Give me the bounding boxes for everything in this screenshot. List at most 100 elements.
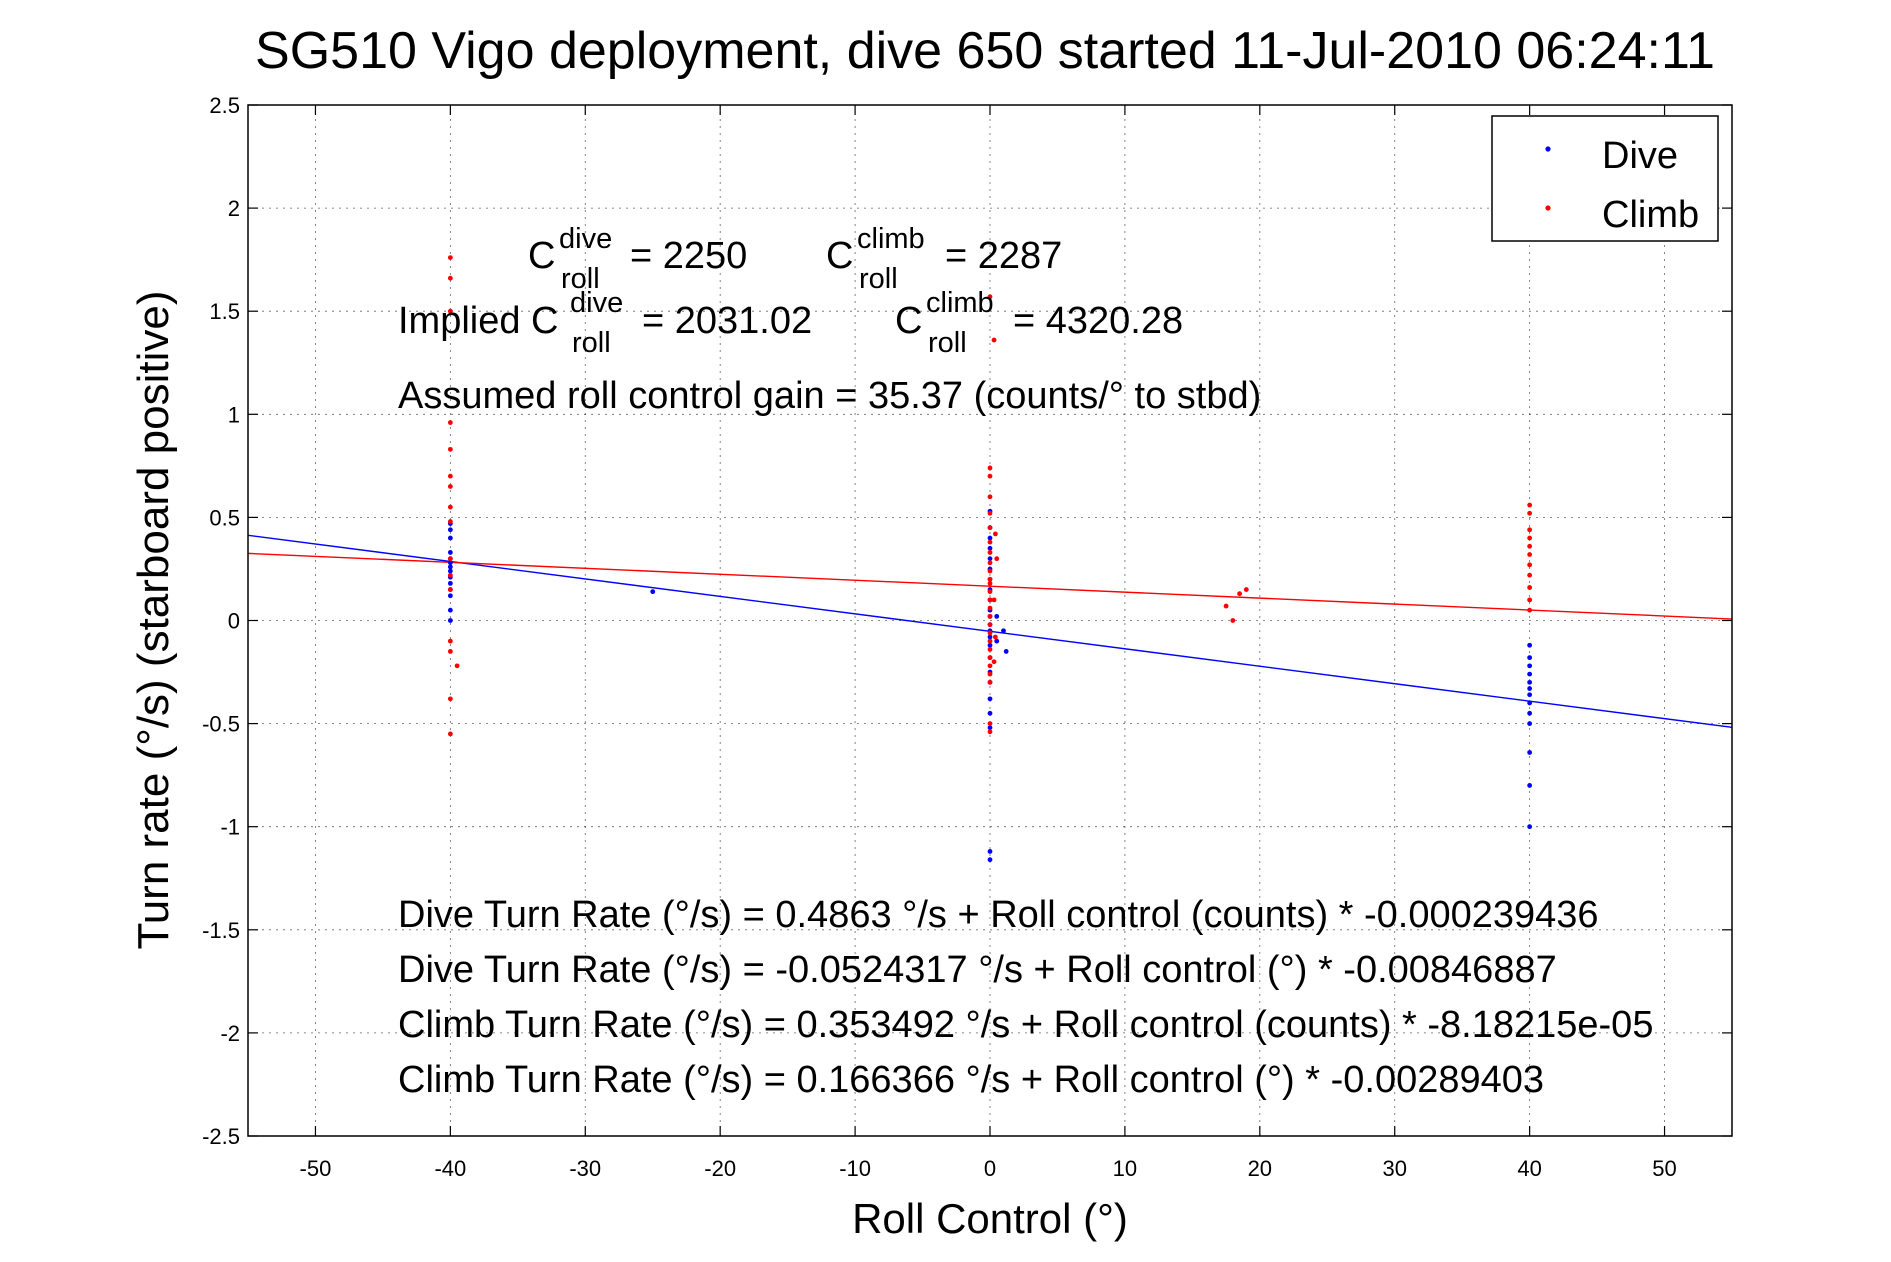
data-point-climb: [1223, 603, 1229, 609]
y-tick-label: -2.5: [202, 1124, 240, 1149]
data-point-climb: [447, 420, 453, 425]
x-tick-label: 0: [984, 1156, 996, 1181]
data-point-climb: [987, 613, 993, 619]
data-point-climb: [1527, 535, 1533, 541]
fit-equations: Dive Turn Rate (°/s) = 0.4863 °/s + Roll…: [398, 894, 1653, 1101]
data-point-dive: [447, 568, 453, 574]
data-point-climb: [987, 679, 993, 685]
data-point-climb: [447, 572, 453, 578]
data-point-dive: [447, 618, 453, 623]
y-tick-label: -1: [220, 815, 240, 840]
data-point-climb: [987, 655, 993, 661]
c-dive-sup: dive: [559, 223, 612, 255]
data-point-climb: [447, 649, 453, 654]
data-point-dive: [1003, 649, 1009, 654]
data-point-climb: [992, 531, 998, 537]
data-point-climb: [987, 729, 993, 735]
data-point-climb: [987, 568, 993, 574]
implied-dive-value: = 2031.02: [642, 300, 812, 342]
data-point-climb: [991, 659, 997, 665]
y-tick-label: -2: [220, 1021, 240, 1046]
data-point-climb: [987, 663, 993, 669]
data-point-climb: [1527, 543, 1533, 549]
data-point-dive: [447, 593, 453, 599]
data-point-climb: [1527, 585, 1533, 590]
x-tick-label: 10: [1113, 1156, 1137, 1181]
data-point-climb: [447, 308, 453, 314]
implied-climb-sub: roll: [928, 327, 967, 359]
c-dive-letter: C: [528, 235, 555, 277]
data-point-dive: [650, 589, 656, 595]
equation-dive-degrees: Dive Turn Rate (°/s) = -0.0524317 °/s + …: [398, 949, 1557, 991]
data-point-climb: [991, 597, 997, 603]
data-point-climb: [994, 556, 1000, 562]
x-tick-label: 20: [1248, 1156, 1272, 1181]
equation-climb-counts: Climb Turn Rate (°/s) = 0.353492 °/s + R…: [398, 1004, 1653, 1046]
c-climb-letter: C: [826, 235, 853, 277]
data-point-dive: [1527, 686, 1533, 691]
data-point-climb: [447, 731, 453, 737]
data-point-dive: [987, 642, 993, 648]
data-point-climb: [987, 473, 993, 479]
data-point-dive: [447, 560, 453, 566]
x-tick-label: 50: [1652, 1156, 1676, 1181]
y-tick-label: -1.5: [202, 918, 240, 943]
data-point-climb: [987, 597, 993, 603]
c-roll-annotations: C dive roll = 2250 C climb roll = 2287 I…: [398, 223, 1261, 417]
x-tick-label: -50: [300, 1156, 332, 1181]
data-point-climb: [987, 539, 993, 545]
data-point-dive: [987, 535, 993, 541]
implied-climb-letter: C: [895, 300, 922, 342]
y-tick-label: 1.5: [209, 299, 240, 324]
data-point-climb: [447, 504, 453, 510]
data-point-dive: [447, 527, 453, 533]
fit-line-climb: [247, 552, 1733, 620]
data-point-dive: [447, 580, 453, 586]
data-point-dive: [1001, 628, 1006, 634]
data-point-dive: [987, 696, 993, 702]
x-tick-label: -40: [434, 1156, 466, 1181]
data-point-climb: [987, 580, 993, 586]
data-point-dive: [994, 638, 1000, 644]
data-point-climb: [447, 638, 453, 644]
x-tick-label: -30: [569, 1156, 601, 1181]
y-tick-label: 1: [228, 402, 240, 427]
legend-marker-dive: [1545, 146, 1551, 152]
data-point-climb: [447, 587, 453, 592]
data-point-dive: [447, 550, 453, 555]
legend-marker-climb: [1545, 205, 1551, 211]
data-point-climb: [987, 638, 993, 644]
data-point-climb: [1243, 587, 1249, 592]
data-point-climb: [1527, 572, 1533, 578]
x-tick-label: 30: [1382, 1156, 1406, 1181]
data-point-dive: [1527, 692, 1533, 698]
data-point-dive: [987, 857, 993, 863]
data-point-climb: [987, 294, 993, 300]
data-point-climb: [447, 446, 453, 452]
y-tick-label: -0.5: [202, 712, 240, 737]
implied-dive-prefix: Implied C: [398, 300, 559, 342]
x-tick-label: 40: [1517, 1156, 1541, 1181]
data-point-climb: [987, 560, 993, 566]
implied-climb-sup: climb: [926, 287, 994, 319]
data-point-dive: [447, 535, 453, 541]
gain-annotation: Assumed roll control gain = 35.37 (count…: [398, 375, 1261, 417]
axis-ticks: -50 -40 -30 -20 -10 0 10 20 30 40 50-2.5-2-1.5-1-0…: [202, 93, 1732, 1181]
data-point-climb: [447, 696, 453, 702]
c-climb-sub: roll: [859, 263, 898, 295]
data-points: [447, 255, 1533, 863]
c-climb-value: = 2287: [945, 235, 1062, 277]
equation-dive-counts: Dive Turn Rate (°/s) = 0.4863 °/s + Roll…: [398, 894, 1599, 936]
data-point-climb: [447, 255, 453, 260]
data-point-climb: [1527, 562, 1533, 568]
data-point-dive: [987, 556, 993, 562]
data-point-dive: [987, 725, 993, 731]
legend-label-dive: Dive: [1602, 135, 1678, 177]
data-point-dive: [987, 849, 993, 854]
data-point-dive: [1527, 710, 1533, 716]
chart-title: SG510 Vigo deployment, dive 650 started …: [255, 22, 1715, 80]
implied-climb-value: = 4320.28: [1013, 300, 1183, 342]
data-point-climb: [987, 550, 993, 555]
data-point-climb: [987, 671, 993, 677]
